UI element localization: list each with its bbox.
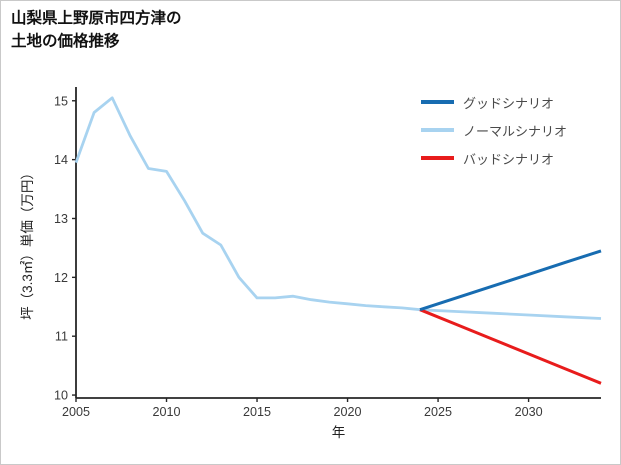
legend-swatch-0 [421,100,454,104]
legend-item-bad-scenario: バッドシナリオ [421,149,567,167]
y-tick-label: 11 [55,330,68,344]
legend-label-bad-scenario: バッドシナリオ [463,151,555,167]
chart-title-line2: 土地の価格推移 [11,33,120,51]
y-tick-label: 10 [54,389,68,403]
series-line-1 [74,96,602,320]
x-tick-label: 2020 [334,405,362,419]
chart-legend: グッドシナリオ ノーマルシナリオ バッドシナリオ [421,93,567,177]
legend-item-good-scenario: グッドシナリオ [421,93,567,111]
y-axis-label: 坪（3.3㎡）単価（万円） [20,166,35,320]
series-line-2 [419,308,602,385]
x-tick-label: 2010 [153,405,181,419]
chart-title: 山梨県上野原市四方津の 土地の価格推移 [11,7,182,54]
x-tick-label: 2015 [243,405,271,419]
legend-label-normal-scenario: ノーマルシナリオ [463,123,568,139]
y-tick-label: 12 [54,271,68,285]
series-line-0 [419,249,602,312]
y-tick-label: 15 [54,94,68,108]
y-tick-label: 13 [54,212,68,226]
x-tick-label: 2025 [424,405,452,419]
x-axis-label: 年 [331,425,346,440]
x-tick-label: 2005 [62,405,90,419]
legend-swatch-1 [421,128,454,132]
legend-item-normal-scenario: ノーマルシナリオ [421,121,567,139]
x-tick-label: 2030 [515,405,543,419]
chart-title-line1: 山梨県上野原市四方津の [11,10,182,27]
y-tick-label: 14 [54,153,68,167]
legend-swatch-2 [421,156,454,160]
legend-label-good-scenario: グッドシナリオ [463,95,555,111]
